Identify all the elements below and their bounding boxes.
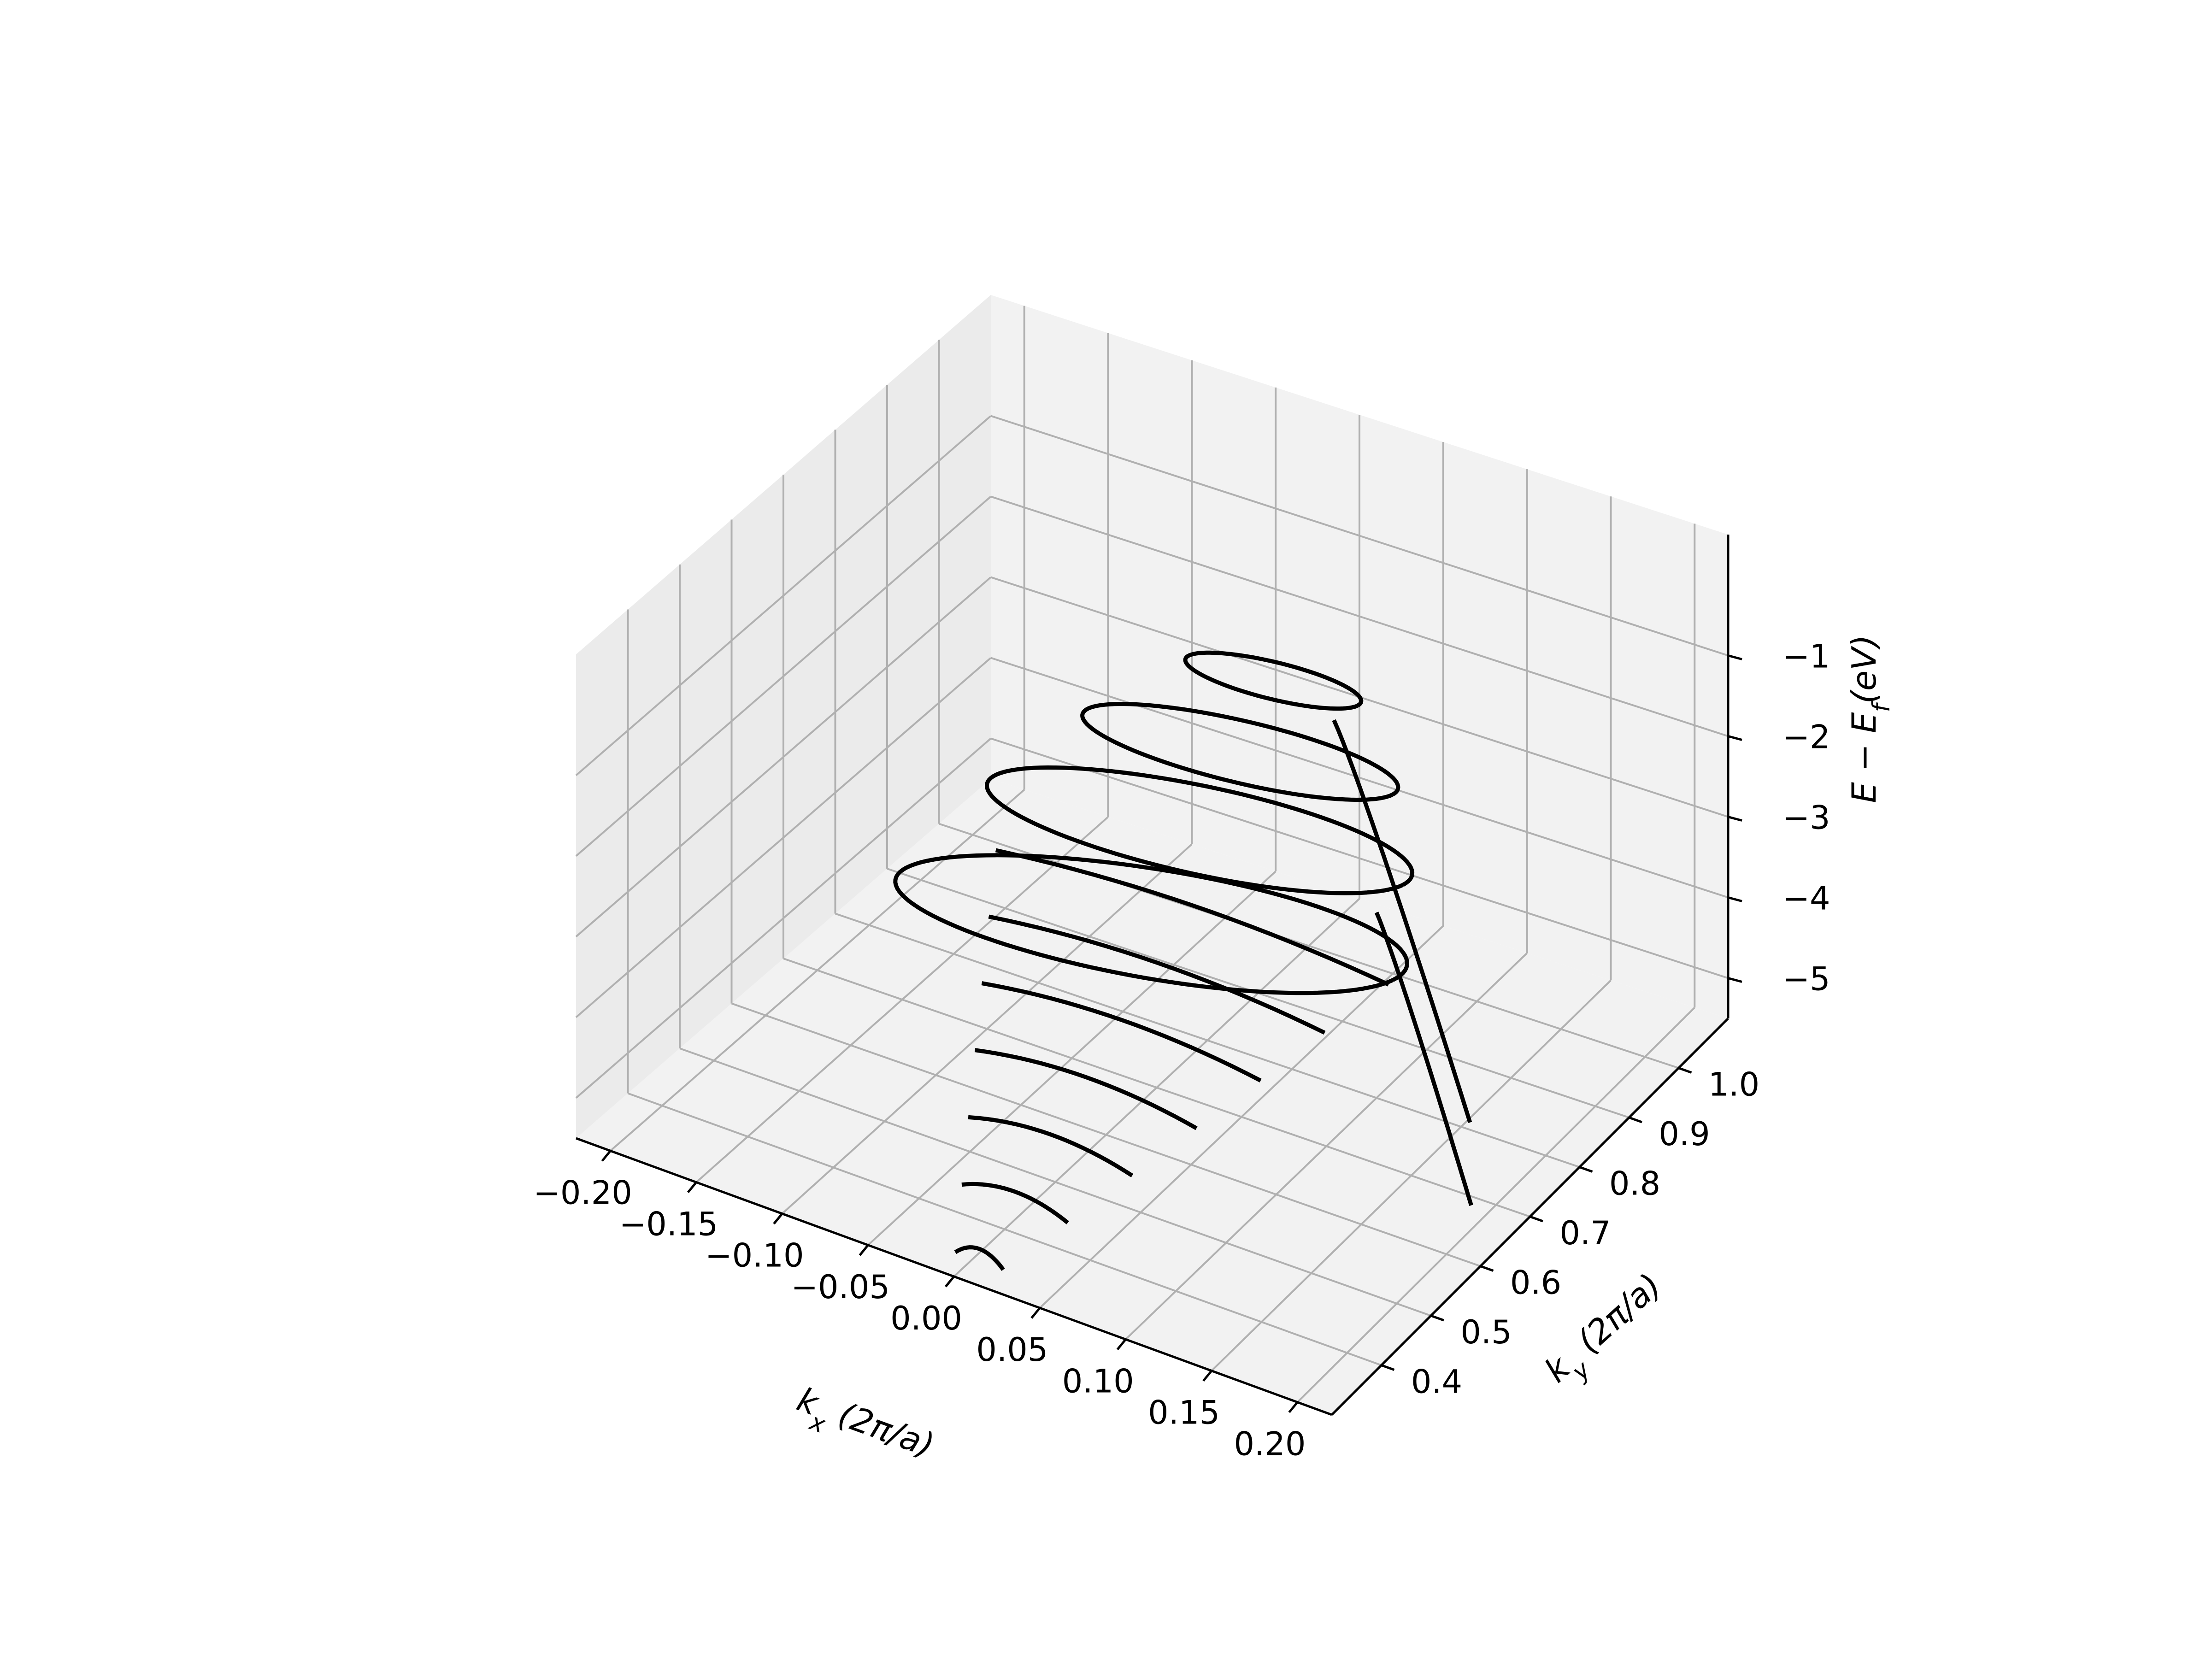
y-tick-label: 0.5 <box>1460 1313 1512 1351</box>
band-branch <box>1374 912 1473 1206</box>
y-tick-label: 0.7 <box>1559 1214 1611 1252</box>
band-loop <box>1080 702 1400 802</box>
y-tick <box>1480 1265 1494 1272</box>
band-loop <box>1183 650 1364 711</box>
grid-line <box>990 415 1729 657</box>
band-segment <box>974 1048 1198 1130</box>
y-tick-label: 0.4 <box>1411 1363 1462 1401</box>
y-tick-label: 0.8 <box>1609 1165 1660 1203</box>
band-segment <box>954 1245 1005 1271</box>
y-tick <box>1629 1116 1642 1124</box>
z-tick-label: −4 <box>1783 880 1830 918</box>
x-tick <box>1202 1370 1213 1382</box>
grid-line <box>679 1047 1431 1317</box>
x-tick <box>1116 1338 1127 1350</box>
z-tick <box>1728 735 1742 741</box>
x-tick-label: −0.15 <box>619 1205 718 1243</box>
z-tick <box>1728 654 1742 660</box>
x-tick <box>1288 1401 1299 1413</box>
grid-line <box>990 657 1729 899</box>
band-segment <box>995 848 1390 987</box>
grid-line <box>835 912 1580 1168</box>
x-tick <box>601 1150 612 1162</box>
x-tick-label: 0.15 <box>1148 1394 1220 1432</box>
grid-line <box>575 657 992 1018</box>
grid-line <box>731 1002 1481 1267</box>
grid-line <box>575 495 992 857</box>
z-tick-label: −5 <box>1783 960 1830 998</box>
grid-line <box>575 415 992 777</box>
x-tick-label: −0.10 <box>705 1237 804 1275</box>
x-tick <box>773 1213 783 1225</box>
y-tick-label: 0.6 <box>1510 1264 1561 1302</box>
x-tick-label: 0.05 <box>976 1331 1048 1369</box>
grid-line <box>990 737 1729 979</box>
y-tick <box>1678 1067 1692 1074</box>
y-tick <box>1381 1364 1395 1371</box>
z-tick-label: −1 <box>1783 638 1830 676</box>
z-tick <box>1728 896 1742 902</box>
grid-line <box>575 737 992 1099</box>
grid-line <box>627 1092 1382 1366</box>
grid-line <box>783 958 1530 1218</box>
z-tick-label: −2 <box>1783 718 1830 756</box>
y-tick-label: 1.0 <box>1708 1066 1759 1104</box>
band-segment <box>968 1115 1134 1177</box>
y-tick <box>1530 1215 1543 1223</box>
grid-line <box>990 495 1729 737</box>
x-axis-label: kx (2π/a) <box>788 1380 939 1476</box>
band-curves <box>893 650 1473 1271</box>
z-tick <box>1728 977 1742 983</box>
x-tick <box>945 1276 955 1288</box>
x-tick-label: 0.10 <box>1062 1362 1134 1400</box>
y-tick-label: 0.9 <box>1659 1115 1710 1153</box>
x-tick <box>859 1244 869 1256</box>
band-branch <box>1332 719 1472 1124</box>
band-segment <box>981 981 1262 1082</box>
z-axis-label: E − Ef(eV) <box>1845 635 1895 803</box>
x-tick <box>1030 1307 1041 1319</box>
band-segment <box>988 914 1326 1035</box>
x-tick-label: −0.05 <box>791 1268 890 1306</box>
band-loop <box>984 765 1415 895</box>
x-tick-label: 0.00 <box>890 1300 962 1337</box>
x-tick-label: −0.20 <box>533 1174 632 1212</box>
grid-line <box>575 576 992 938</box>
x-tick-label: 0.20 <box>1234 1425 1306 1463</box>
band-loop <box>893 853 1409 995</box>
floor-pane <box>576 779 1728 1415</box>
tick-marks: −0.20−0.15−0.10−0.050.00 0.05 0.10 0.15 0.20… <box>533 638 1830 1463</box>
z-tick-label: −3 <box>1783 799 1830 837</box>
y-tick <box>1579 1166 1593 1173</box>
y-tick <box>1430 1314 1444 1322</box>
z-tick <box>1728 816 1742 822</box>
x-tick <box>687 1181 697 1194</box>
band-segment <box>961 1182 1069 1224</box>
